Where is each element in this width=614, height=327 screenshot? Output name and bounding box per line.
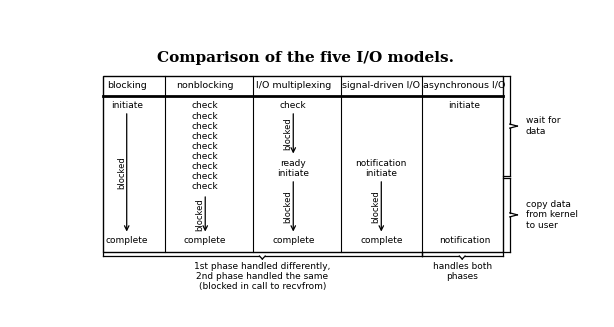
Text: check: check	[192, 142, 219, 151]
Text: ready: ready	[281, 159, 306, 168]
Text: blocked: blocked	[284, 190, 292, 223]
Text: signal-driven I/O: signal-driven I/O	[342, 81, 421, 90]
Text: blocked: blocked	[371, 190, 381, 223]
Text: blocked: blocked	[195, 198, 204, 231]
Text: blocking: blocking	[107, 81, 147, 90]
Text: wait for
data: wait for data	[526, 116, 561, 136]
Text: copy data
from kernel
to user: copy data from kernel to user	[526, 200, 578, 230]
Text: complete: complete	[360, 236, 403, 245]
Text: initiate: initiate	[365, 169, 397, 178]
Text: complete: complete	[184, 236, 227, 245]
Text: initiate: initiate	[449, 101, 481, 111]
Text: check: check	[192, 101, 219, 111]
Text: 1st phase handled differently,
2nd phase handled the same
(blocked in call to re: 1st phase handled differently, 2nd phase…	[194, 262, 330, 291]
Text: initiate: initiate	[111, 101, 142, 111]
Text: complete: complete	[272, 236, 314, 245]
Text: check: check	[192, 112, 219, 121]
Text: check: check	[192, 172, 219, 181]
Text: check: check	[192, 122, 219, 130]
Text: I/O multiplexing: I/O multiplexing	[255, 81, 331, 90]
Text: complete: complete	[106, 236, 148, 245]
Text: check: check	[192, 182, 219, 191]
Text: handles both
phases: handles both phases	[433, 262, 492, 281]
Text: check: check	[280, 101, 306, 111]
Text: notification: notification	[356, 159, 407, 168]
Text: check: check	[192, 162, 219, 171]
Text: Comparison of the five I/O models.: Comparison of the five I/O models.	[157, 51, 454, 64]
Bar	[103, 76, 503, 252]
Text: blocked: blocked	[284, 117, 292, 150]
Text: initiate: initiate	[278, 169, 309, 178]
Text: blocked: blocked	[117, 156, 126, 189]
Text: notification: notification	[439, 236, 490, 245]
Text: nonblocking: nonblocking	[176, 81, 234, 90]
Text: check: check	[192, 132, 219, 141]
Text: asynchronous I/O: asynchronous I/O	[424, 81, 506, 90]
Text: check: check	[192, 152, 219, 161]
